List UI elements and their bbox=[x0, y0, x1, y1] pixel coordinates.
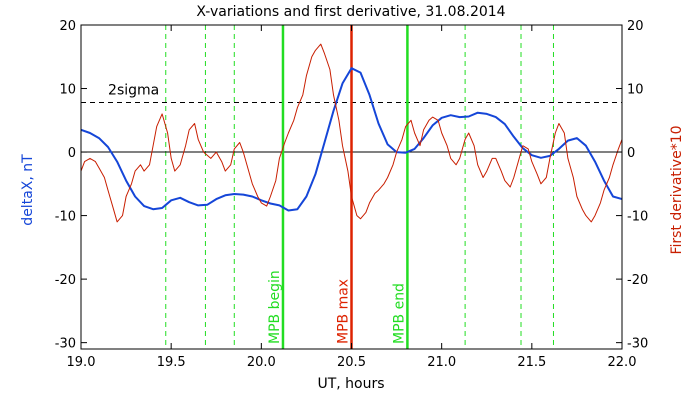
left-y-tick-label: 10 bbox=[59, 83, 76, 98]
right-y-tick-label: 20 bbox=[627, 19, 644, 34]
x-tick-label: 19.0 bbox=[67, 355, 96, 370]
deltaX-line bbox=[80, 67, 623, 212]
event-label: MPB end bbox=[391, 283, 407, 344]
x-tick-label: 19.5 bbox=[157, 355, 186, 370]
right-y-tick-label: -30 bbox=[627, 337, 648, 352]
right-y-tick-label: -20 bbox=[627, 273, 648, 288]
left-y-tick-label: 0 bbox=[68, 146, 76, 161]
event-label: MPB begin bbox=[267, 270, 283, 344]
x-axis: 19.0 19.5 20.0 20.5 21.0 21.5 22.0 bbox=[67, 25, 637, 370]
left-y-axis-label: deltaX, nT bbox=[20, 154, 36, 226]
chart-title: X-variations and first derivative, 31.08… bbox=[196, 4, 505, 20]
two-sigma-label: 2sigma bbox=[108, 83, 159, 99]
x-tick-label: 21.0 bbox=[427, 355, 456, 370]
left-y-tick-label: 20 bbox=[59, 19, 76, 34]
right-y-axis: 20 10 0 -10 -20 -30 bbox=[616, 19, 648, 352]
right-y-tick-label: 0 bbox=[627, 146, 635, 161]
right-y-tick-label: 10 bbox=[627, 83, 644, 98]
left-y-axis: 20 10 0 -10 -20 -30 bbox=[55, 19, 87, 352]
x-tick-label: 20.0 bbox=[247, 355, 276, 370]
event-label: MPB max bbox=[336, 279, 352, 344]
left-y-tick-label: -30 bbox=[55, 337, 76, 352]
right-y-tick-label: -10 bbox=[627, 210, 648, 225]
left-y-tick-label: -10 bbox=[55, 210, 76, 225]
left-y-tick-label: -20 bbox=[55, 273, 76, 288]
x-tick-label: 21.5 bbox=[517, 355, 546, 370]
x-tick-label: 20.5 bbox=[337, 355, 366, 370]
right-y-axis-label: First derivative*10 bbox=[669, 125, 685, 254]
plot-area: 2sigma MPB begin MPB max MPB end bbox=[80, 25, 623, 349]
x-axis-label: UT, hours bbox=[317, 376, 384, 392]
derivative-line bbox=[80, 43, 623, 223]
x-tick-label: 22.0 bbox=[608, 355, 637, 370]
